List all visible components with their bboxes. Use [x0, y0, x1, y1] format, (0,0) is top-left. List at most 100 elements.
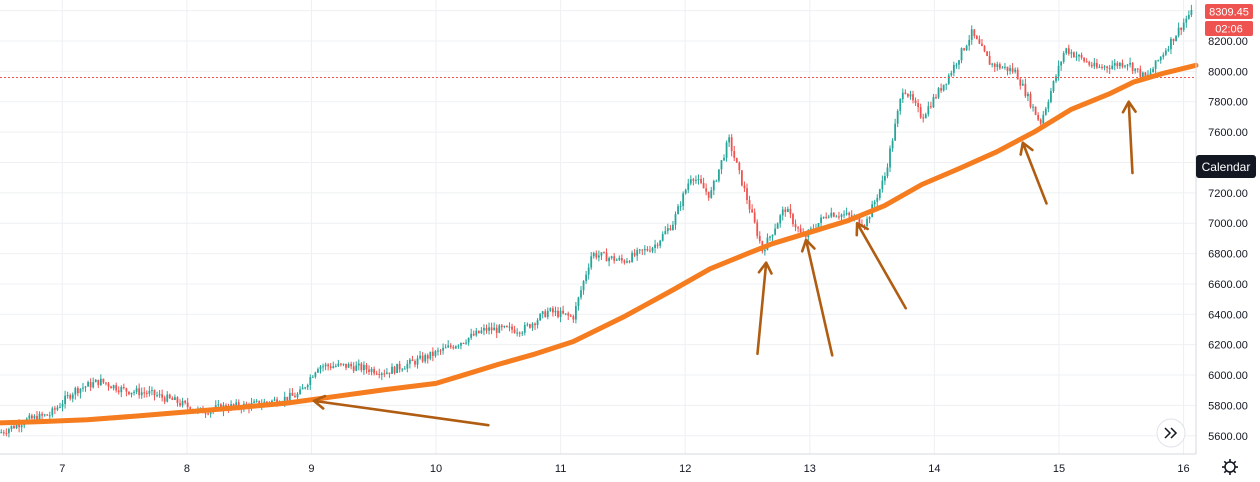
candle-body	[753, 212, 756, 223]
candle-body	[1121, 62, 1124, 67]
candle-body	[385, 372, 388, 374]
candle-body	[838, 216, 840, 218]
candle-body	[1057, 65, 1060, 77]
scroll-to-realtime-button[interactable]	[1156, 418, 1186, 448]
candle-body	[786, 208, 789, 213]
candle-body	[506, 325, 508, 327]
candle-body	[569, 315, 572, 317]
candle-body	[217, 404, 220, 406]
x-tick-label: 10	[430, 463, 442, 475]
candle-body	[996, 64, 999, 68]
candle-body	[286, 396, 289, 401]
moving-average-line	[0, 62, 1199, 426]
candle-body	[444, 347, 447, 349]
arrow-icon	[855, 221, 908, 310]
time-axis[interactable]: 7 8 9 10 11 12 13 14 15 16	[59, 463, 1189, 475]
candle-body	[1116, 63, 1119, 67]
candle-body	[544, 311, 547, 318]
candle-body	[53, 408, 56, 410]
candle-body	[207, 413, 210, 415]
candle-body	[1185, 18, 1188, 23]
arrow-icon	[756, 261, 773, 356]
candle-body	[291, 392, 294, 396]
price-axis[interactable]: 5600.00 5800.00 6000.00 6200.00 6400.00 6600.…	[1208, 6, 1248, 443]
candle-body	[963, 48, 965, 51]
candle-body	[705, 188, 708, 192]
candle-body	[574, 306, 577, 320]
candle-body	[988, 55, 991, 65]
candle-body	[603, 252, 605, 254]
candle-body	[889, 148, 891, 168]
candle-body	[669, 228, 672, 231]
candle-body	[689, 179, 692, 184]
arrow-icon	[1121, 100, 1137, 175]
candle-body	[935, 97, 937, 99]
candle-body	[460, 342, 462, 346]
candle-body	[447, 345, 450, 348]
last-price-text: 8309.45	[1209, 7, 1249, 19]
calendar-label[interactable]: Calendar	[1202, 160, 1251, 174]
candle-body	[684, 189, 687, 194]
candle-body	[613, 256, 616, 261]
countdown-badge-bg	[1205, 21, 1253, 36]
candle-body	[1152, 68, 1154, 73]
candle-body	[411, 359, 414, 362]
candle-body	[322, 366, 324, 368]
candle-body	[84, 386, 87, 388]
candle-body	[651, 247, 654, 252]
candle-body	[843, 214, 845, 216]
candle-body	[720, 160, 723, 170]
x-tick-label: 8	[184, 463, 190, 475]
candle-body	[107, 383, 110, 387]
y-tick-label: 7600.00	[1208, 127, 1248, 139]
candle-body	[426, 355, 429, 359]
y-tick-label: 7000.00	[1208, 218, 1248, 230]
x-tick-label: 15	[1053, 463, 1065, 475]
annotation-arrows	[312, 100, 1137, 427]
candle-body	[317, 369, 319, 373]
candle-body	[79, 388, 82, 394]
candle-body	[572, 316, 575, 320]
candle-body	[513, 329, 516, 333]
candle-body	[237, 402, 240, 408]
candle-body	[781, 209, 784, 216]
candle-body	[488, 327, 490, 331]
candle-body	[1098, 66, 1101, 68]
candle-body	[1126, 64, 1129, 66]
y-tick-label: 6200.00	[1208, 340, 1248, 352]
candle-body	[1073, 52, 1075, 58]
candle-body	[1162, 54, 1165, 57]
candle-body	[562, 310, 565, 314]
candle-body	[304, 387, 307, 389]
candle-body	[735, 157, 738, 163]
candle-body	[130, 392, 133, 395]
calendar-button-bg[interactable]	[1196, 155, 1256, 178]
candle-body	[99, 378, 102, 386]
candle-body	[557, 310, 559, 318]
settings-gear-icon[interactable]	[1222, 459, 1238, 475]
candle-body	[758, 235, 761, 242]
candle-body	[82, 387, 84, 389]
candle-body	[61, 404, 64, 407]
candle-body	[151, 389, 153, 391]
y-tick-label: 6800.00	[1208, 249, 1248, 261]
candle-body	[437, 350, 439, 352]
candle-body	[184, 400, 187, 403]
candle-body	[523, 325, 526, 333]
candle-body	[1144, 72, 1147, 78]
calendar-button[interactable]: Calendar	[1196, 155, 1256, 178]
candle-body	[179, 403, 181, 406]
candle-body	[112, 385, 115, 389]
candle-body	[702, 182, 705, 189]
candle-body	[891, 140, 894, 149]
candle-body	[161, 394, 164, 398]
candle-body	[416, 358, 419, 365]
candle-body	[947, 75, 950, 84]
candle-body	[1095, 62, 1098, 68]
candle-body	[1060, 61, 1063, 66]
candle-body	[143, 392, 146, 394]
candle-body	[917, 103, 920, 108]
candle-body	[120, 387, 123, 393]
candle-body	[1141, 72, 1144, 77]
